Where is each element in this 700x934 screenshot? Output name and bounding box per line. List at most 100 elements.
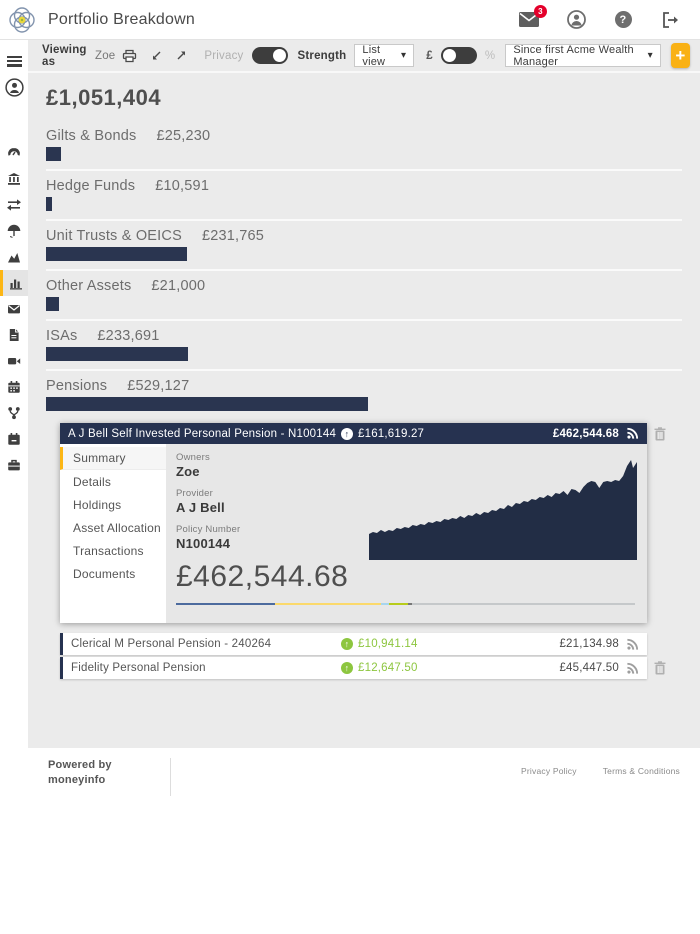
collapse-all-icon[interactable] [151, 50, 162, 61]
field-value: N100144 [176, 536, 231, 551]
viewing-as-label: Viewing as [42, 43, 87, 68]
category-row: Hedge Funds £10,591 [46, 171, 682, 221]
feed-icon[interactable] [626, 427, 639, 440]
sidebar-item-calendar[interactable] [0, 374, 28, 400]
category-amount: £10,591 [155, 178, 210, 194]
account-summary-panel: Owners Zoe Provider A J Bell Policy Numb… [166, 444, 647, 623]
chevron-down-icon: ▾ [401, 50, 407, 61]
gain-up-icon: ↑ [341, 662, 353, 674]
category-bar[interactable] [46, 147, 62, 161]
terms-conditions-link[interactable]: Terms & Conditions [602, 766, 680, 776]
sidebar-item-portfolio[interactable] [0, 270, 28, 296]
sidebar-item-messages[interactable] [0, 296, 28, 322]
category-bar[interactable] [46, 397, 368, 411]
account-value: £45,447.50 [559, 662, 619, 674]
account-gain: £12,647.50 [358, 662, 418, 674]
currency-percent-toggle[interactable] [440, 47, 477, 64]
mail-icon[interactable]: 3 [519, 4, 547, 30]
tab-transactions[interactable]: Transactions [73, 543, 144, 558]
sidebar-item-planning[interactable] [0, 400, 28, 426]
sidebar [0, 40, 28, 748]
delete-account-icon[interactable] [654, 661, 668, 675]
privacy-toggle[interactable] [251, 47, 288, 64]
category-amount: £21,000 [151, 278, 206, 294]
category-bar[interactable] [46, 197, 53, 211]
logout-icon[interactable] [660, 10, 680, 30]
chevron-down-icon: ▾ [647, 50, 653, 61]
allocation-segment [274, 603, 382, 605]
add-button[interactable]: + [670, 43, 690, 68]
menu-icon[interactable] [0, 48, 28, 74]
account-header[interactable]: A J Bell Self Invested Personal Pension … [60, 423, 647, 444]
category-label: Unit Trusts & OEICS [46, 228, 182, 244]
period-select[interactable]: Since first Acme Wealth Manager ▾ [505, 44, 661, 68]
field-label: Provider [176, 488, 213, 499]
view-select[interactable]: List view ▾ [354, 44, 415, 68]
delete-account-icon[interactable] [654, 427, 668, 441]
field-value: Zoe [176, 464, 200, 479]
portfolio-total: £1,051,404 [46, 85, 162, 110]
category-label: Pensions [46, 378, 108, 394]
allocation-segment [381, 603, 389, 605]
tab-holdings[interactable]: Holdings [73, 497, 122, 512]
powered-by: Powered by moneyinfo [48, 759, 112, 786]
gain-up-icon: ↑ [341, 638, 353, 650]
privacy-label: Privacy [204, 49, 244, 62]
category-label: Other Assets [46, 278, 132, 294]
sidebar-item-transfers[interactable] [0, 192, 28, 218]
tab-details[interactable]: Details [73, 474, 112, 489]
print-icon[interactable] [122, 49, 137, 63]
sidebar-profile-icon[interactable] [0, 74, 28, 100]
sidebar-item-bank[interactable] [0, 166, 28, 192]
tab-summary[interactable]: Summary [60, 447, 166, 470]
category-bar[interactable] [46, 247, 188, 261]
sidebar-item-documents[interactable] [0, 322, 28, 348]
category-row: ISAs £233,691 [46, 321, 682, 371]
category-label: Hedge Funds [46, 178, 136, 194]
category-label: Gilts & Bonds [46, 128, 137, 144]
expanded-account-card: A J Bell Self Invested Personal Pension … [60, 423, 647, 623]
category-row: Gilts & Bonds £25,230 [46, 121, 682, 171]
account-row[interactable]: Clerical M Personal Pension - 240264 ↑ £… [60, 633, 647, 655]
category-row: Unit Trusts & OEICS £231,765 [46, 221, 682, 271]
category-bar[interactable] [46, 347, 189, 361]
account-tabs: Summary Details Holdings Asset Allocatio… [60, 444, 166, 623]
category-amount: £231,765 [201, 228, 265, 244]
main-panel: Viewing as Zoe Privacy Strength List vie… [28, 40, 700, 748]
sidebar-item-insurance[interactable] [0, 218, 28, 244]
category-bar[interactable] [46, 297, 59, 311]
account-title: Clerical M Personal Pension - 240264 [71, 638, 272, 650]
allocation-segment [176, 603, 275, 605]
toolbar: Viewing as Zoe Privacy Strength List vie… [28, 40, 700, 73]
field-value: A J Bell [176, 500, 225, 515]
sidebar-item-business[interactable] [0, 452, 28, 478]
profile-icon[interactable] [566, 10, 586, 30]
category-amount: £25,230 [156, 128, 211, 144]
tab-documents[interactable]: Documents [73, 566, 136, 581]
help-icon[interactable]: ? [613, 10, 633, 30]
account-row[interactable]: Fidelity Personal Pension ↑ £12,647.50 £… [60, 657, 647, 679]
moneyinfo-logo [9, 6, 35, 33]
allocation-segment [411, 603, 635, 605]
category-row: Pensions £529,127 [46, 371, 682, 411]
sidebar-item-dashboard[interactable] [0, 140, 28, 166]
category-label: ISAs [46, 328, 78, 344]
account-title: Fidelity Personal Pension [71, 662, 206, 674]
percent-label: % [484, 49, 496, 62]
account-big-value: £462,544.68 [176, 560, 349, 593]
expand-all-icon[interactable] [176, 50, 187, 61]
privacy-policy-link[interactable]: Privacy Policy [521, 766, 577, 776]
account-gain: £10,941.14 [358, 638, 418, 650]
feed-icon[interactable] [626, 662, 639, 675]
feed-icon[interactable] [626, 638, 639, 651]
sidebar-item-performance[interactable] [0, 244, 28, 270]
tab-asset-allocation[interactable]: Asset Allocation [73, 520, 161, 535]
strength-label: Strength [297, 49, 347, 62]
sidebar-item-schedule[interactable] [0, 426, 28, 452]
viewing-as-name: Zoe [94, 49, 116, 62]
app-header: Portfolio Breakdown 3 ? [0, 0, 700, 40]
account-gain: £161,619.27 [358, 427, 425, 440]
sidebar-item-video[interactable] [0, 348, 28, 374]
category-amount: £233,691 [97, 328, 160, 344]
field-label: Policy Number [176, 524, 241, 535]
